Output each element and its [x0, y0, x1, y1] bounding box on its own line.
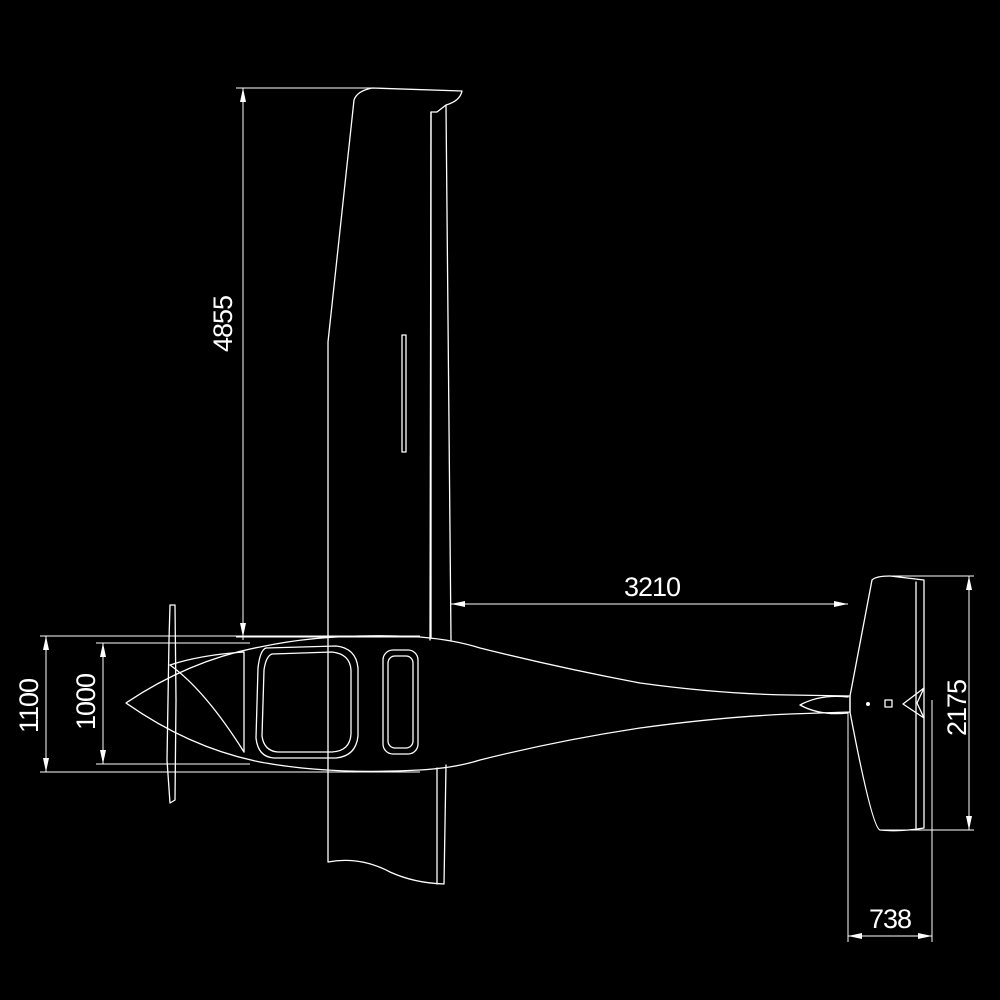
dimension-tail-span: 2175 [880, 575, 974, 831]
cockpit [255, 645, 419, 759]
arrow-right [834, 601, 848, 607]
dim-label-tail-chord: 738 [869, 904, 911, 934]
tail-marker [884, 699, 893, 708]
dim-label-tail-span: 2175 [942, 680, 972, 736]
dimension-fuselage-outer: 1100 [14, 635, 420, 773]
arrow-left [451, 601, 465, 607]
dimension-tail-arm: 3210 [451, 572, 848, 607]
stabilizer-outline [849, 575, 925, 832]
wing-outline [327, 87, 463, 885]
dim-label-fuselage-inner: 1000 [71, 674, 101, 730]
arrow-up [100, 643, 106, 657]
arrow-right [918, 933, 932, 939]
elevator-horn [902, 687, 925, 719]
dim-label-wingspan: 4855 [208, 296, 238, 352]
dimension-fuselage-inner: 1000 [71, 642, 250, 765]
arrow-down [966, 816, 972, 830]
arrow-up [966, 576, 972, 590]
fuselage-outline [125, 635, 851, 773]
wing-trailing-edge-line [429, 111, 432, 641]
nose-cowl-line [169, 664, 245, 753]
horizontal-stabilizer [849, 575, 925, 832]
propeller [166, 604, 177, 804]
canopy-outer [255, 645, 359, 759]
dim-label-tail-arm: 3210 [624, 572, 680, 602]
dimension-wingspan: 4855 [208, 87, 420, 640]
tail-center-dot [866, 702, 870, 706]
wing [327, 87, 463, 885]
arrow-down [240, 623, 246, 637]
arrow-left [848, 933, 862, 939]
dim-label-fuselage-outer: 1100 [14, 679, 44, 733]
fuselage [125, 635, 851, 773]
rear-window-inner [387, 655, 414, 749]
aileron-slot [401, 334, 407, 453]
arrow-down [100, 750, 106, 764]
arrow-down [43, 758, 49, 772]
canopy-inner [261, 651, 352, 753]
nose-cowl-line-upper [169, 651, 245, 753]
arrow-up [240, 88, 246, 102]
tail-cone-detail [799, 695, 849, 715]
propeller-blade [166, 604, 177, 804]
rear-window-outer [382, 649, 419, 755]
dimension-tail-chord: 738 [847, 700, 933, 942]
arrow-up [43, 636, 49, 650]
